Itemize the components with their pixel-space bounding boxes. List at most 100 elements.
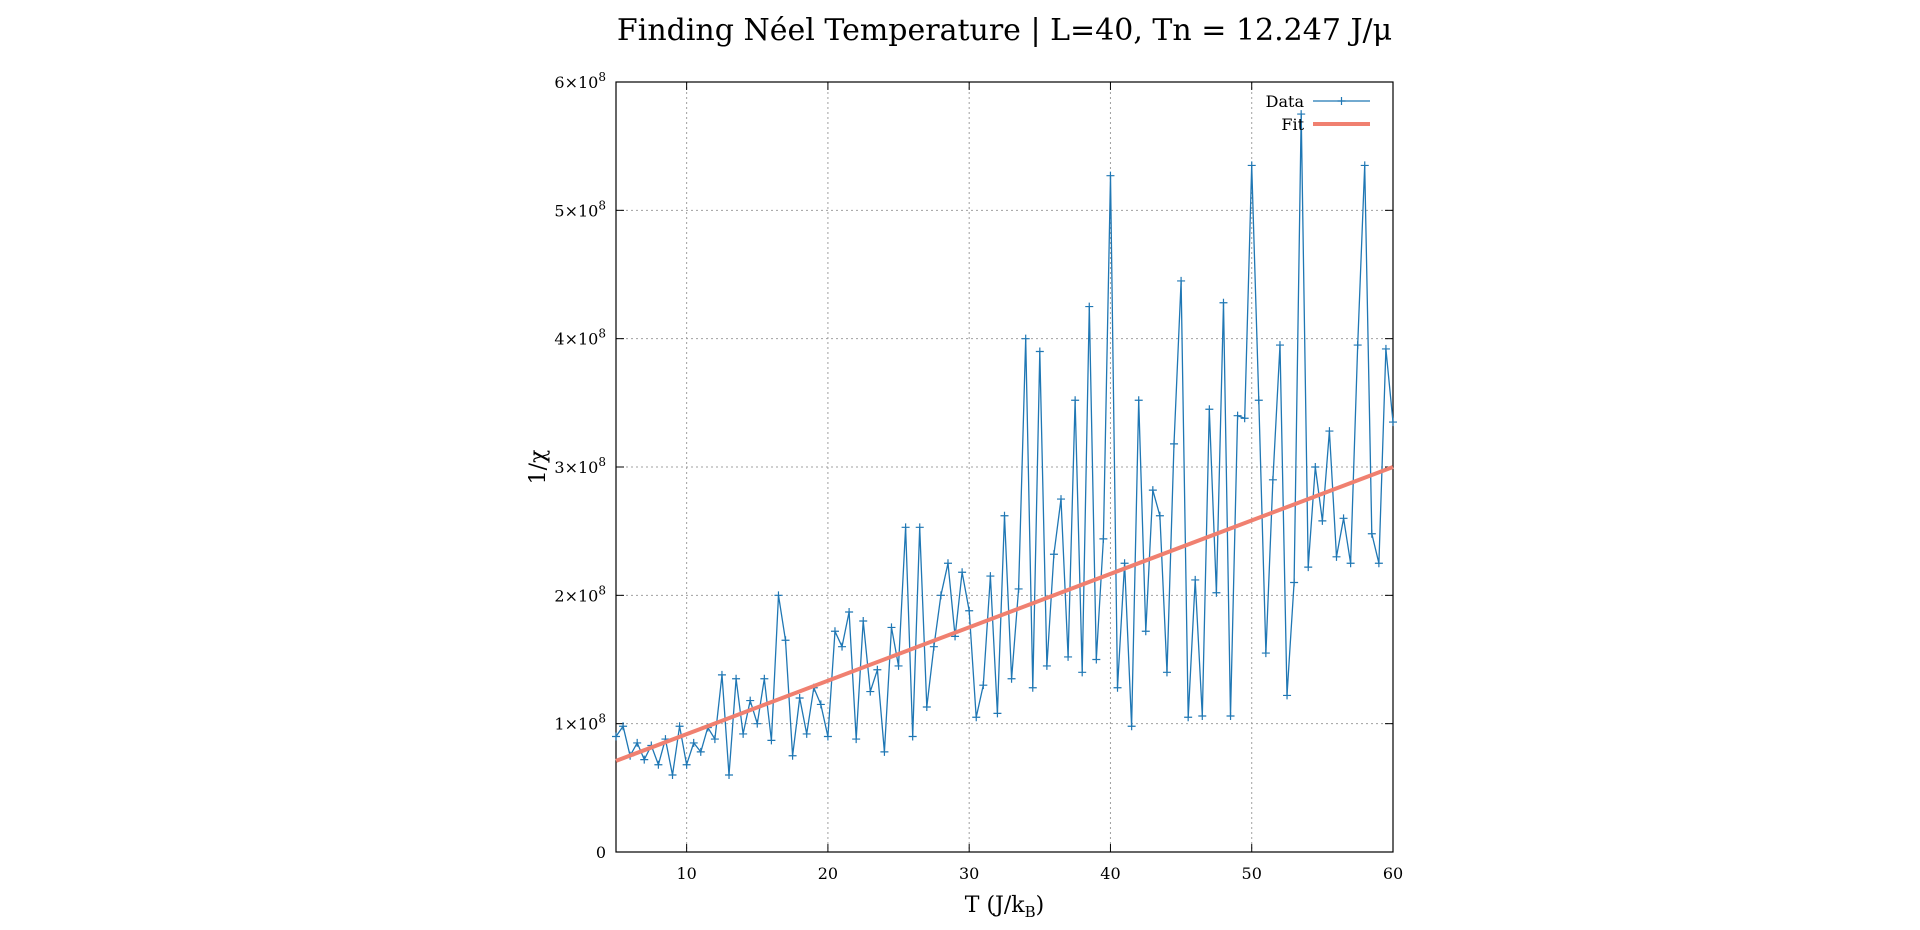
data-point bbox=[1106, 171, 1115, 180]
data-point bbox=[732, 674, 741, 683]
data-point bbox=[1290, 578, 1299, 587]
data-point bbox=[1042, 661, 1051, 670]
data-point bbox=[696, 747, 705, 756]
data-point bbox=[753, 719, 762, 728]
data-point bbox=[1141, 627, 1150, 636]
x-tick-label: 30 bbox=[959, 864, 979, 883]
data-point bbox=[1367, 529, 1376, 538]
data-point bbox=[873, 665, 882, 674]
data-point bbox=[1332, 552, 1341, 561]
y-axis-title: 1/χ bbox=[526, 450, 551, 485]
x-tick-label: 40 bbox=[1100, 864, 1120, 883]
data-point bbox=[958, 568, 967, 577]
data-point bbox=[1247, 161, 1256, 170]
data-point bbox=[1325, 427, 1334, 436]
legend-label-data: Data bbox=[1266, 92, 1305, 111]
data-point bbox=[1007, 674, 1016, 683]
data-point bbox=[612, 732, 620, 741]
data-point bbox=[1233, 411, 1242, 420]
series-layer bbox=[612, 110, 1397, 779]
data-point bbox=[1071, 396, 1080, 405]
data-point bbox=[866, 687, 875, 696]
data-point bbox=[1191, 575, 1200, 584]
legend-label-fit: Fit bbox=[1281, 115, 1304, 134]
data-point bbox=[1374, 559, 1383, 568]
data-point bbox=[1021, 334, 1030, 343]
data-point bbox=[710, 735, 719, 744]
data-point bbox=[781, 636, 790, 645]
y-tick-label: 0 bbox=[596, 843, 606, 862]
data-point bbox=[675, 722, 684, 731]
data-point bbox=[760, 674, 769, 683]
y-tick-label: 5×108 bbox=[554, 198, 606, 220]
data-point bbox=[1057, 495, 1066, 504]
data-point bbox=[1170, 439, 1179, 448]
data-point bbox=[1014, 584, 1023, 593]
data-point bbox=[838, 642, 847, 651]
data-point bbox=[725, 771, 734, 779]
data-point bbox=[1381, 344, 1390, 353]
data-point bbox=[1134, 396, 1143, 405]
data-point bbox=[1311, 463, 1320, 471]
data-point bbox=[901, 523, 910, 532]
data-point bbox=[1339, 514, 1348, 523]
data-point bbox=[859, 617, 868, 625]
series-line-data bbox=[615, 114, 1394, 776]
data-point bbox=[1283, 691, 1292, 700]
data-point bbox=[1318, 516, 1327, 525]
x-tick-label: 50 bbox=[1242, 864, 1262, 883]
x-tick-label: 60 bbox=[1383, 864, 1403, 883]
data-point bbox=[979, 681, 988, 690]
data-point bbox=[717, 670, 726, 679]
data-point bbox=[1113, 683, 1122, 692]
data-point bbox=[816, 700, 825, 709]
data-point bbox=[943, 559, 952, 568]
data-point bbox=[1064, 652, 1073, 661]
data-point bbox=[802, 729, 811, 738]
data-point bbox=[788, 751, 797, 760]
data-point bbox=[1035, 347, 1044, 356]
data-point bbox=[774, 591, 783, 600]
data-point bbox=[1000, 511, 1009, 520]
data-point bbox=[1162, 668, 1171, 677]
data-point bbox=[668, 771, 677, 779]
data-point bbox=[640, 755, 649, 764]
data-point bbox=[1078, 668, 1087, 677]
data-point bbox=[823, 732, 832, 741]
data-point bbox=[1049, 550, 1058, 559]
data-point bbox=[1177, 276, 1186, 285]
data-point bbox=[1148, 486, 1157, 495]
data-point bbox=[654, 760, 663, 769]
data-point bbox=[936, 591, 945, 600]
data-point bbox=[880, 747, 889, 756]
data-point bbox=[845, 608, 854, 617]
x-axis-title-main: T (J/k bbox=[965, 893, 1025, 918]
data-point bbox=[1205, 405, 1214, 414]
legend-marker-data bbox=[1337, 97, 1346, 105]
data-point bbox=[739, 729, 748, 738]
data-point bbox=[767, 736, 776, 745]
grid-lines bbox=[616, 81, 1394, 853]
data-point bbox=[1092, 655, 1101, 664]
data-point bbox=[1275, 341, 1284, 350]
data-point bbox=[1297, 110, 1306, 119]
data-point bbox=[795, 694, 804, 702]
data-point bbox=[915, 523, 924, 532]
legend: Data Fit bbox=[1266, 92, 1370, 134]
data-point bbox=[929, 642, 938, 651]
y-axis-tick-labels: 0 1×108 2×108 3×108 4×108 5×108 6×108 bbox=[554, 70, 606, 862]
data-point bbox=[1212, 588, 1221, 597]
data-point bbox=[1261, 649, 1270, 658]
data-point bbox=[633, 738, 642, 747]
x-axis-title-close: ) bbox=[1036, 893, 1045, 918]
data-point bbox=[1184, 713, 1193, 722]
data-point bbox=[1346, 559, 1355, 568]
data-point bbox=[1360, 161, 1369, 170]
y-tick-label: 3×108 bbox=[554, 455, 606, 477]
data-point bbox=[830, 627, 839, 636]
y-tick-label: 4×108 bbox=[554, 327, 606, 349]
data-point bbox=[922, 702, 931, 711]
x-tick-label: 20 bbox=[818, 864, 838, 883]
y-tick-label: 2×108 bbox=[554, 583, 606, 605]
